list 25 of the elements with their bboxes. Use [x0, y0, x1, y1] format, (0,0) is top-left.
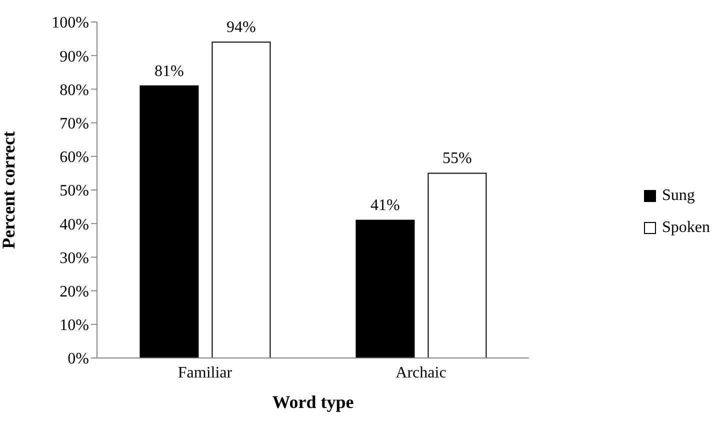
y-axis-title: Percent correct	[0, 131, 18, 249]
y-tick-label: 90%	[60, 48, 89, 66]
y-tick-label: 0%	[68, 350, 89, 368]
y-tick-label: 80%	[60, 82, 89, 99]
bar	[212, 42, 271, 358]
bar	[356, 220, 415, 358]
legend-label: Sung	[662, 186, 695, 204]
y-tick-label: 20%	[60, 283, 89, 300]
y-tick-label: 10%	[60, 317, 89, 334]
y-tick-label: 100%	[52, 14, 89, 32]
data-label: 81%	[154, 62, 184, 80]
y-tick-label: 70%	[60, 115, 89, 132]
x-tick-label: Familiar	[178, 364, 233, 382]
y-tick-label: 60%	[60, 149, 89, 166]
x-tick-label: Archaic	[396, 364, 446, 382]
y-tick-label: 40%	[60, 216, 89, 234]
data-label: 55%	[442, 150, 472, 168]
y-tick-label: 30%	[60, 250, 89, 267]
bar	[140, 85, 199, 358]
data-label: 41%	[370, 197, 400, 214]
y-tick-label: 50%	[60, 182, 89, 200]
bar	[428, 172, 487, 358]
x-axis-title: Word type	[272, 392, 354, 412]
legend-label: Spoken	[662, 218, 710, 236]
data-label: 94%	[226, 19, 256, 36]
